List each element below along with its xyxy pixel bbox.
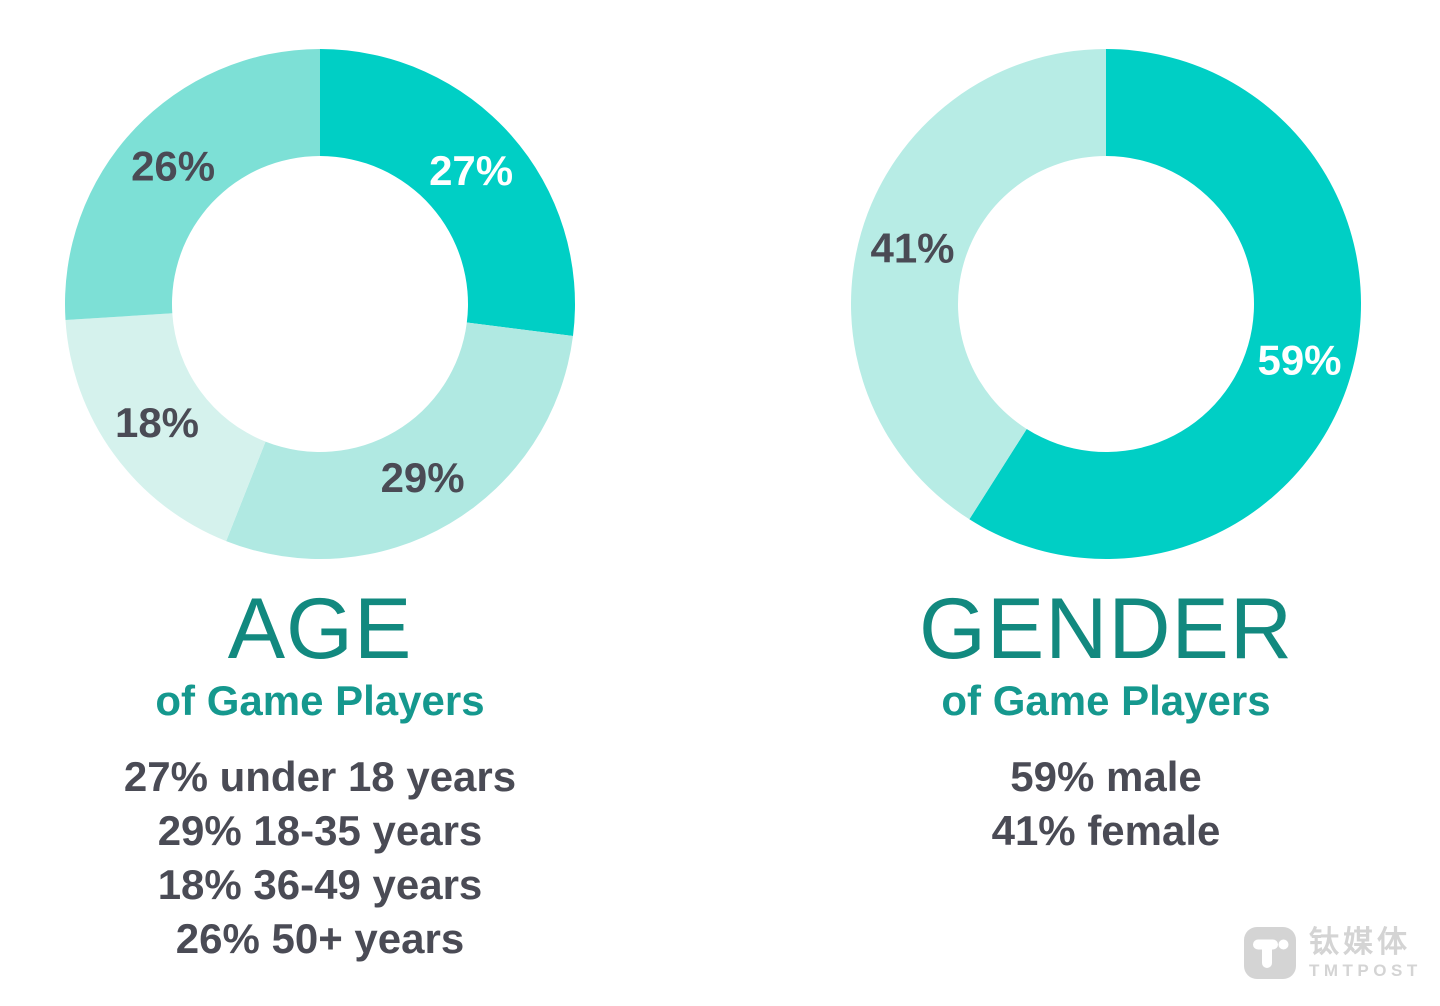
legend-line: 26% 50+ years (175, 915, 465, 962)
watermark-en-label: TMTPOST (1309, 961, 1422, 980)
age-chart-title: AGE (227, 581, 413, 677)
legend-line: 29% 18-35 years (157, 807, 483, 854)
slice-percent-label: 59% (1257, 337, 1341, 384)
gender-chart-subtitle: of Game Players (941, 677, 1271, 724)
gender-legend: 59% male 41% female (846, 750, 1366, 858)
slice-percent-label: 18% (115, 399, 199, 446)
age-legend: 27% under 18 years 29% 18-35 years 18% 3… (60, 750, 580, 966)
donut-slice-female (851, 49, 1106, 520)
watermark-cn-label: 钛媒体 (1309, 926, 1411, 959)
slice-percent-label: 41% (870, 224, 954, 271)
donut-slice-18-35-years (226, 322, 573, 559)
tmtpost-watermark: 钛媒体 TMTPOST (1244, 927, 1422, 980)
age-figure: 27% 29% 18% 26% AGE of Game Players 27% und… (60, 0, 580, 1006)
age-donut-chart: 27% 29% 18% 26% (64, 49, 576, 559)
slice-percent-label: 27% (429, 147, 513, 194)
slice-percent-label: 29% (381, 454, 465, 501)
legend-line: 18% 36-49 years (157, 861, 483, 908)
gender-figure: 59% 41% GENDER of Game Players 59% male 4… (846, 0, 1366, 1006)
legend-line: 59% male (1010, 753, 1202, 800)
legend-line: 27% under 18 years (123, 753, 517, 800)
donut-slice-50-years (64, 49, 320, 321)
donut-slice-36-49-years (65, 313, 266, 542)
watermark-text: 钛媒体 TMTPOST (1309, 927, 1422, 980)
tmtpost-logo-icon (1244, 927, 1296, 979)
donut-slice-under-18-years (320, 49, 576, 336)
gender-chart-title: GENDER (919, 581, 1293, 677)
slice-percent-label: 26% (131, 143, 215, 190)
donut-slice-male (969, 49, 1362, 559)
gender-donut-chart: 59% 41% (851, 49, 1362, 559)
age-chart-subtitle: of Game Players (155, 677, 485, 724)
legend-line: 41% female (991, 807, 1221, 854)
